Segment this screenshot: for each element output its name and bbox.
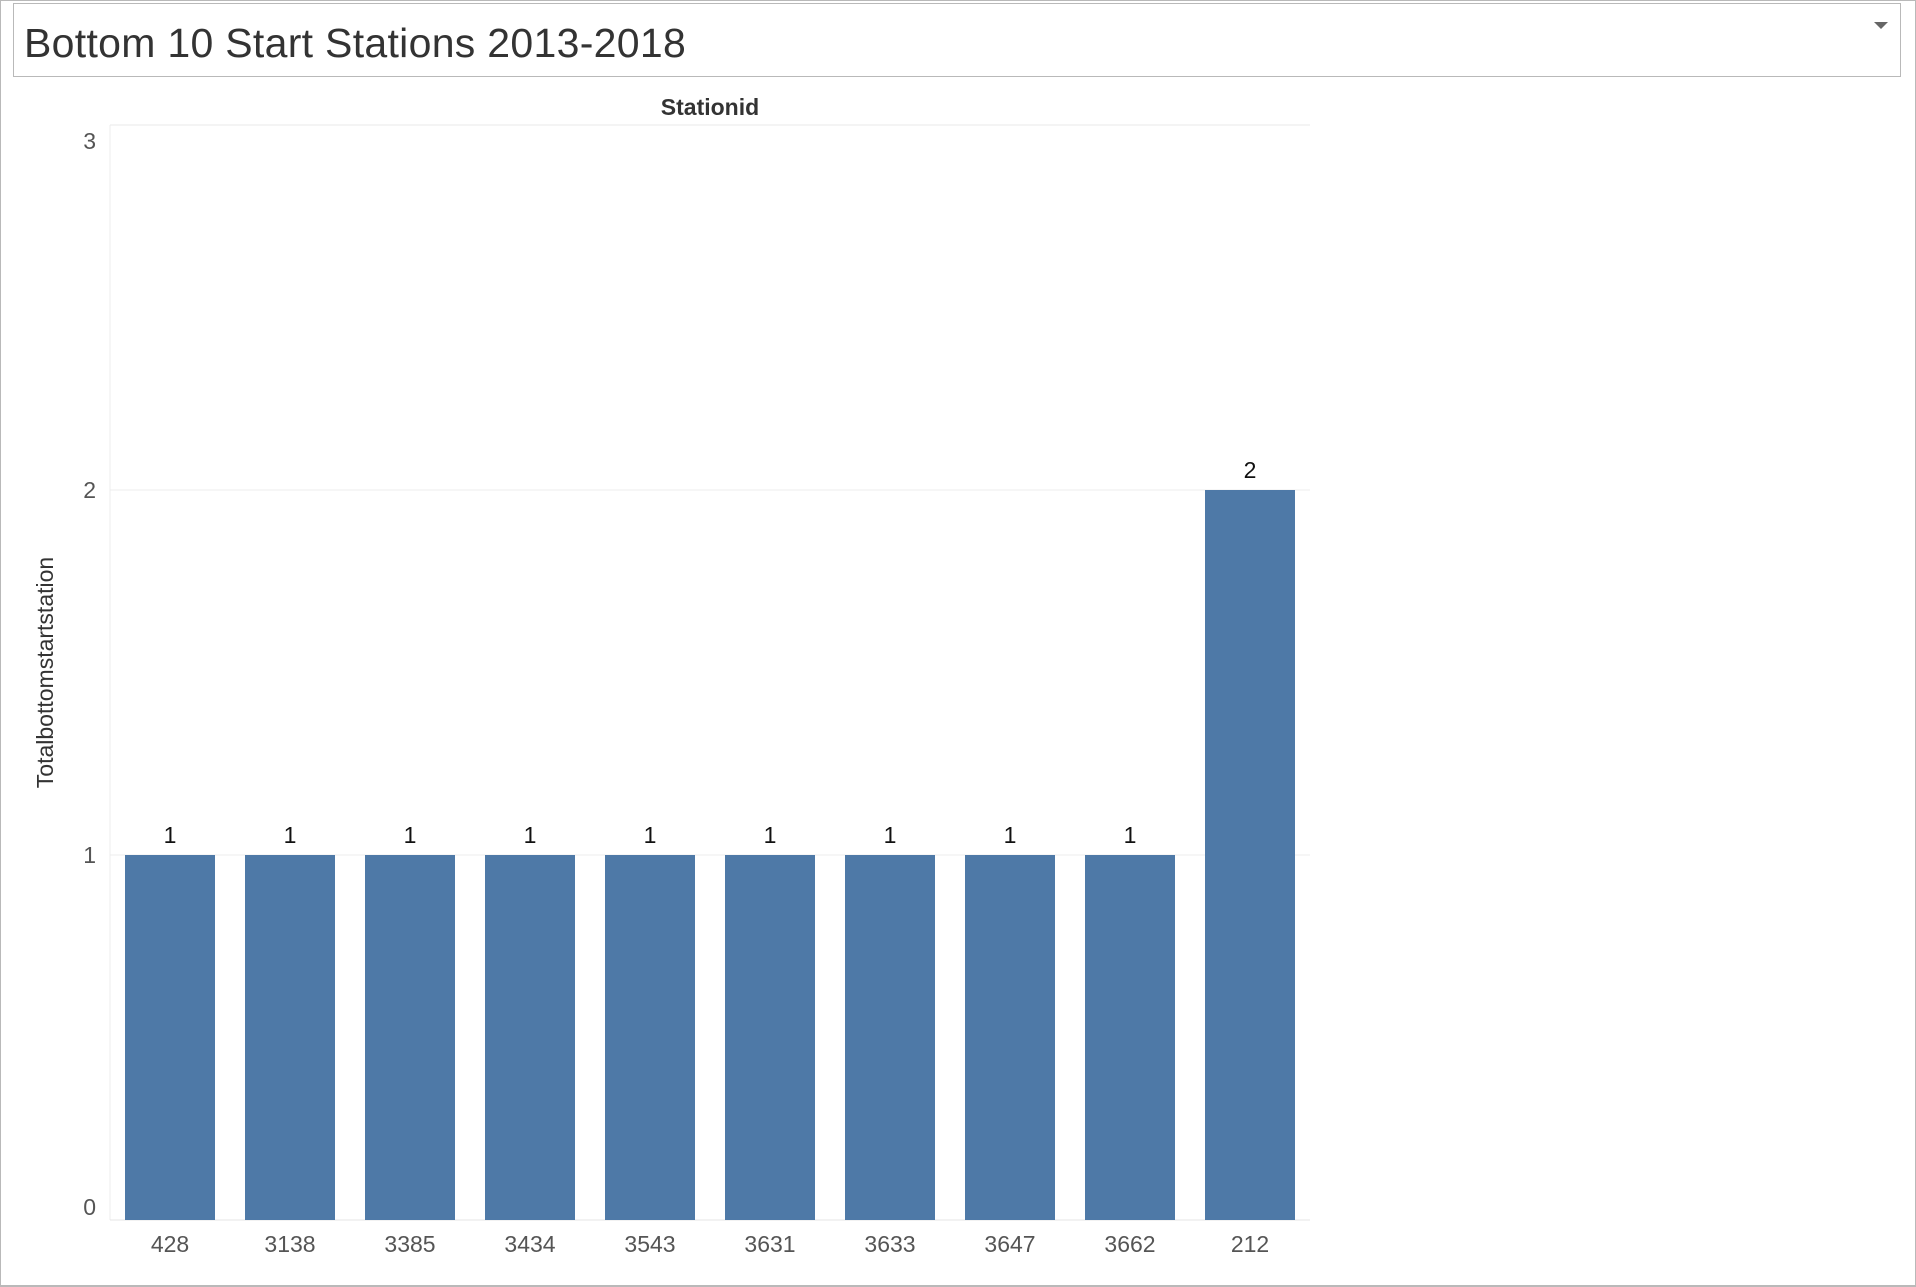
value-label: 1: [404, 822, 417, 848]
x-tick-label: 428: [151, 1231, 189, 1257]
bar[interactable]: [845, 855, 935, 1220]
x-axis-header: Stationid: [661, 94, 759, 120]
x-tick-label: 3434: [504, 1231, 555, 1257]
chart-title: Bottom 10 Start Stations 2013-2018: [24, 20, 687, 66]
value-label: 1: [764, 822, 777, 848]
x-tick-label: 3631: [744, 1231, 795, 1257]
value-label: 1: [1124, 822, 1137, 848]
x-tick-label: 3138: [264, 1231, 315, 1257]
x-tick-label: 3662: [1104, 1231, 1155, 1257]
bars: [125, 490, 1295, 1220]
value-label: 2: [1244, 457, 1257, 483]
x-tick-label: 3647: [984, 1231, 1035, 1257]
value-label: 1: [1004, 822, 1017, 848]
bar[interactable]: [1205, 490, 1295, 1220]
bar[interactable]: [485, 855, 575, 1220]
y-tick-labels: 0 1 2 3: [83, 128, 96, 1220]
y-tick-label: 3: [83, 128, 96, 154]
y-tick-label: 2: [83, 477, 96, 503]
value-labels: 1 1 1 1 1 1 1 1 1 2: [164, 457, 1257, 848]
x-tick-label: 3385: [384, 1231, 435, 1257]
dropdown-arrow-icon[interactable]: [1874, 22, 1888, 32]
y-tick-label: 0: [83, 1194, 96, 1220]
bar[interactable]: [725, 855, 815, 1220]
x-tick-label: 3633: [864, 1231, 915, 1257]
x-tick-label: 3543: [624, 1231, 675, 1257]
value-label: 1: [164, 822, 177, 848]
y-tick-label: 1: [83, 842, 96, 868]
value-label: 1: [644, 822, 657, 848]
bar[interactable]: [1085, 855, 1175, 1220]
x-tick-labels: 428 3138 3385 3434 3543 3631 3633 3647 3662 212: [151, 1231, 1269, 1257]
value-label: 1: [884, 822, 897, 848]
bar[interactable]: [245, 855, 335, 1220]
value-label: 1: [524, 822, 537, 848]
bar[interactable]: [605, 855, 695, 1220]
value-label: 1: [284, 822, 297, 848]
bar[interactable]: [125, 855, 215, 1220]
bar[interactable]: [965, 855, 1055, 1220]
bar[interactable]: [365, 855, 455, 1220]
title-bar: Bottom 10 Start Stations 2013-2018: [13, 3, 1901, 77]
y-axis-title: Totalbottomstartstation: [32, 557, 58, 788]
x-tick-label: 212: [1231, 1231, 1269, 1257]
